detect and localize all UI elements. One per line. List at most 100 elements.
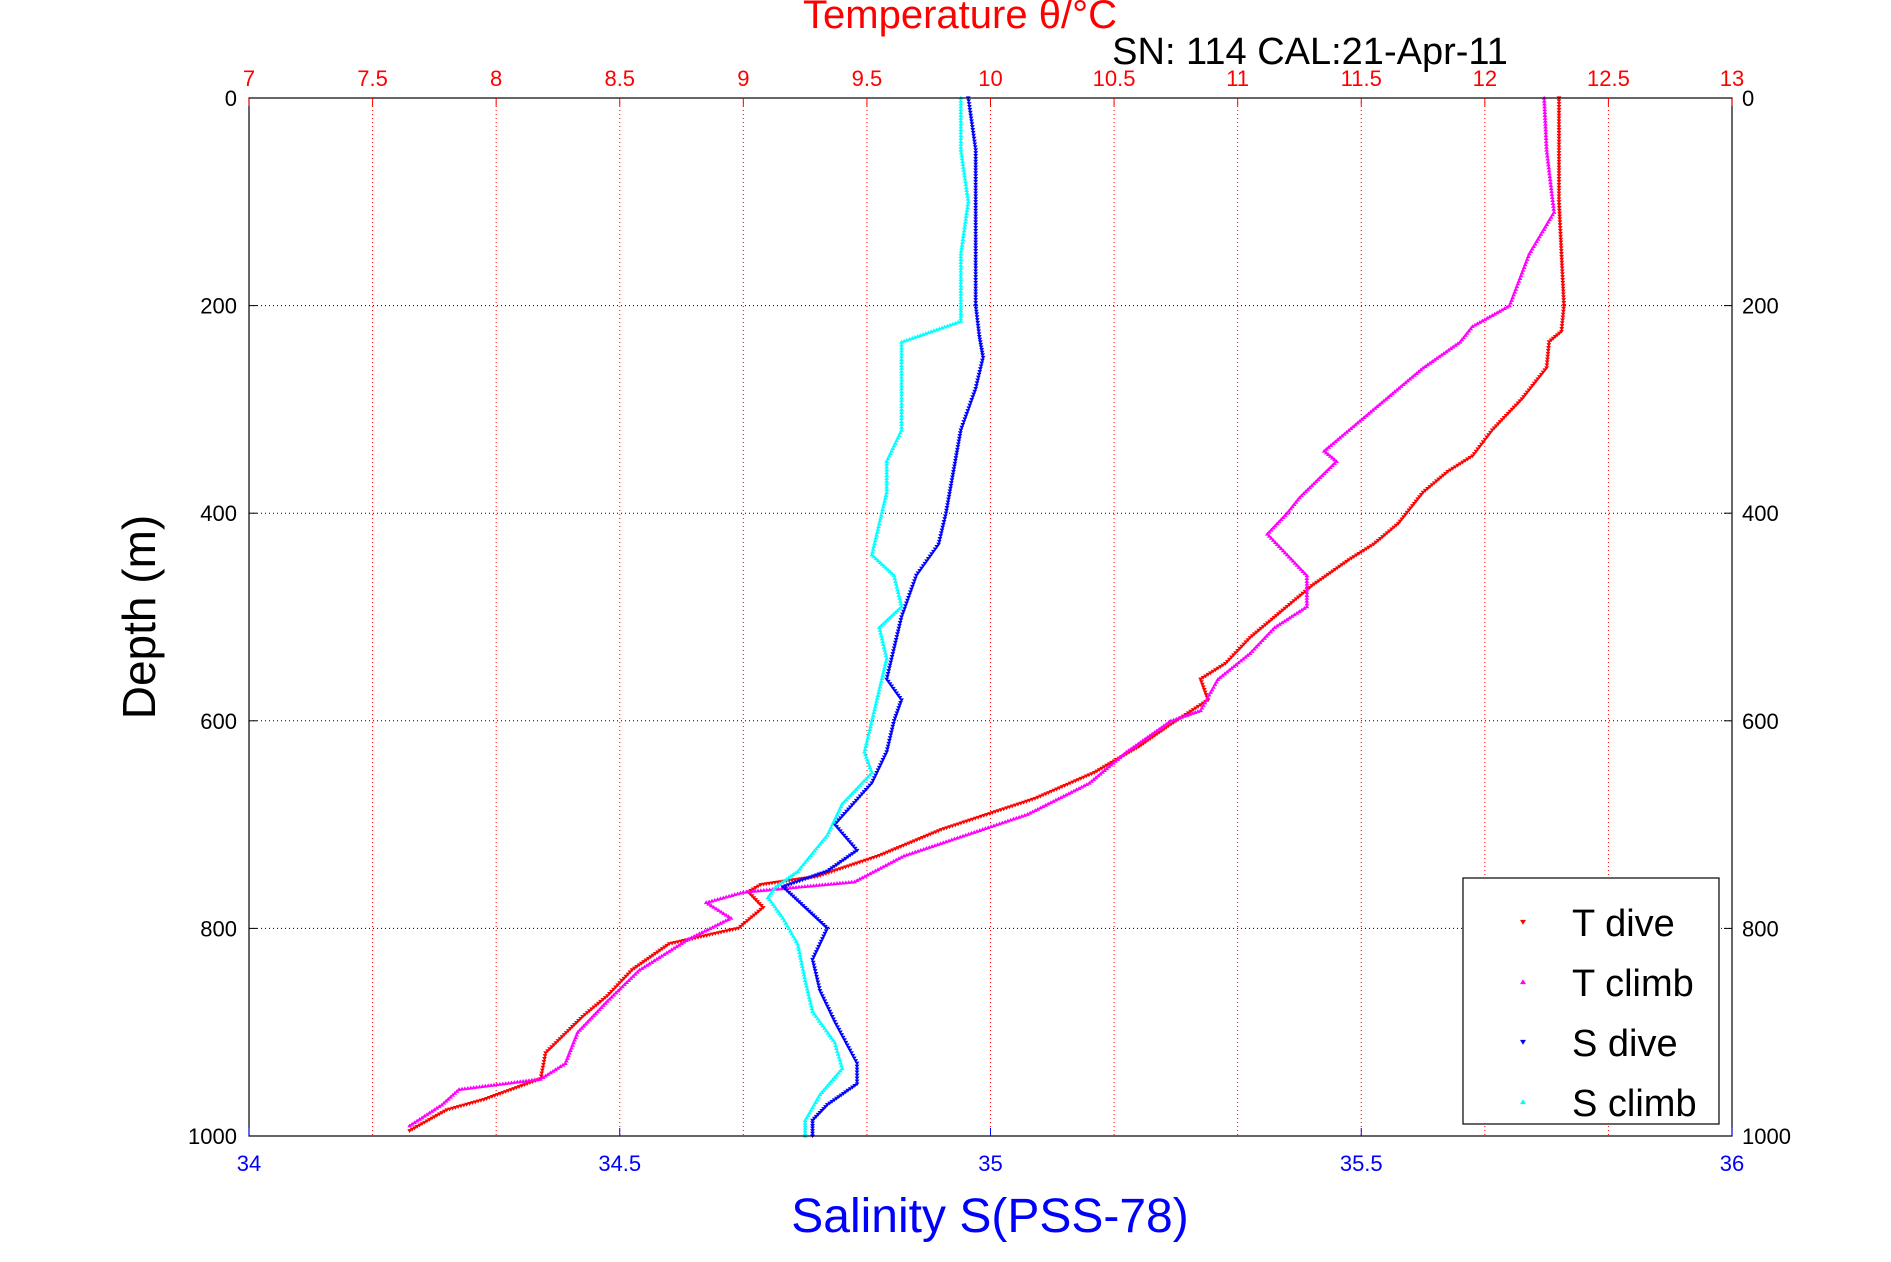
data-point (1011, 816, 1016, 821)
data-point (959, 153, 965, 158)
data-point (572, 1023, 577, 1027)
data-point (439, 1102, 445, 1107)
data-point (1411, 373, 1417, 377)
data-point (1556, 171, 1562, 176)
data-point (823, 1105, 828, 1109)
data-point (801, 972, 807, 977)
chart-title: Temperature θ/°C (803, 0, 1117, 37)
data-point (1277, 622, 1283, 626)
data-point (967, 104, 972, 109)
data-point (795, 944, 801, 949)
data-point (892, 576, 898, 580)
data-point (1507, 303, 1512, 308)
data-point (1546, 346, 1551, 350)
data-point (479, 1084, 485, 1089)
data-point (1353, 553, 1359, 558)
data-point (679, 941, 684, 946)
data-point (873, 535, 879, 540)
data-point (1274, 521, 1280, 526)
data-point (576, 1018, 581, 1023)
data-point (1551, 207, 1557, 211)
data-point (1501, 416, 1507, 420)
data-point (973, 191, 979, 196)
data-point (973, 309, 979, 314)
data-point (1339, 433, 1345, 438)
data-point (886, 669, 892, 673)
data-point (560, 1062, 566, 1067)
data-point (888, 860, 894, 865)
data-point (823, 835, 828, 839)
data-point (1251, 646, 1257, 651)
data-point (1008, 817, 1014, 822)
data-point (898, 601, 904, 606)
data-point (958, 147, 964, 152)
salinity-tick-label: 35 (978, 1151, 1002, 1176)
data-point (874, 771, 880, 775)
data-point (855, 785, 861, 789)
data-point (715, 897, 721, 901)
data-point (609, 989, 614, 994)
data-point (412, 1120, 418, 1125)
data-point (958, 303, 964, 308)
data-point (1548, 186, 1554, 191)
data-point (940, 840, 946, 845)
data-point (819, 871, 825, 876)
data-point (694, 932, 700, 937)
data-point (1522, 262, 1528, 267)
data-point (946, 497, 951, 502)
data-point (852, 879, 857, 884)
data-point (956, 436, 962, 441)
data-point (1208, 671, 1213, 676)
data-point (966, 99, 972, 104)
data-point (875, 558, 881, 563)
data-point (644, 963, 650, 967)
data-point (895, 608, 900, 613)
data-point (974, 312, 980, 317)
data-point (875, 527, 881, 531)
data-point (840, 1035, 846, 1040)
data-point (1521, 265, 1527, 270)
data-point (931, 549, 936, 554)
data-point (847, 793, 853, 798)
data-point (615, 983, 621, 988)
data-point (842, 811, 847, 816)
data-point (849, 803, 855, 808)
data-point (1415, 497, 1421, 502)
data-point (1556, 205, 1562, 210)
data-point (1255, 642, 1261, 647)
data-point (854, 1064, 860, 1069)
data-point (878, 630, 884, 635)
data-point (1341, 431, 1347, 436)
data-point (1441, 351, 1447, 355)
data-point (1332, 567, 1338, 572)
data-point (872, 707, 877, 712)
data-point (1337, 564, 1343, 569)
data-point (936, 539, 942, 544)
data-point (838, 860, 844, 864)
data-point (958, 260, 964, 265)
data-point (899, 392, 904, 397)
data-point (1215, 677, 1221, 681)
data-point (947, 322, 953, 327)
data-point (895, 632, 900, 637)
data-point (969, 122, 975, 127)
data-point (1520, 267, 1526, 272)
data-point (894, 691, 899, 696)
data-point (831, 864, 837, 869)
data-point (972, 142, 978, 147)
data-point (796, 947, 802, 952)
data-point (895, 587, 900, 592)
data-point (803, 980, 809, 985)
data-point (975, 378, 981, 383)
data-point (1323, 450, 1329, 455)
data-point (1410, 504, 1415, 508)
data-point (1311, 582, 1317, 587)
data-point (1243, 654, 1248, 659)
data-point (1550, 198, 1556, 202)
data-point (877, 628, 883, 632)
data-point (938, 534, 944, 539)
data-point (850, 1085, 855, 1090)
data-point (973, 205, 979, 210)
data-point (500, 1091, 506, 1095)
data-point (1446, 347, 1451, 352)
